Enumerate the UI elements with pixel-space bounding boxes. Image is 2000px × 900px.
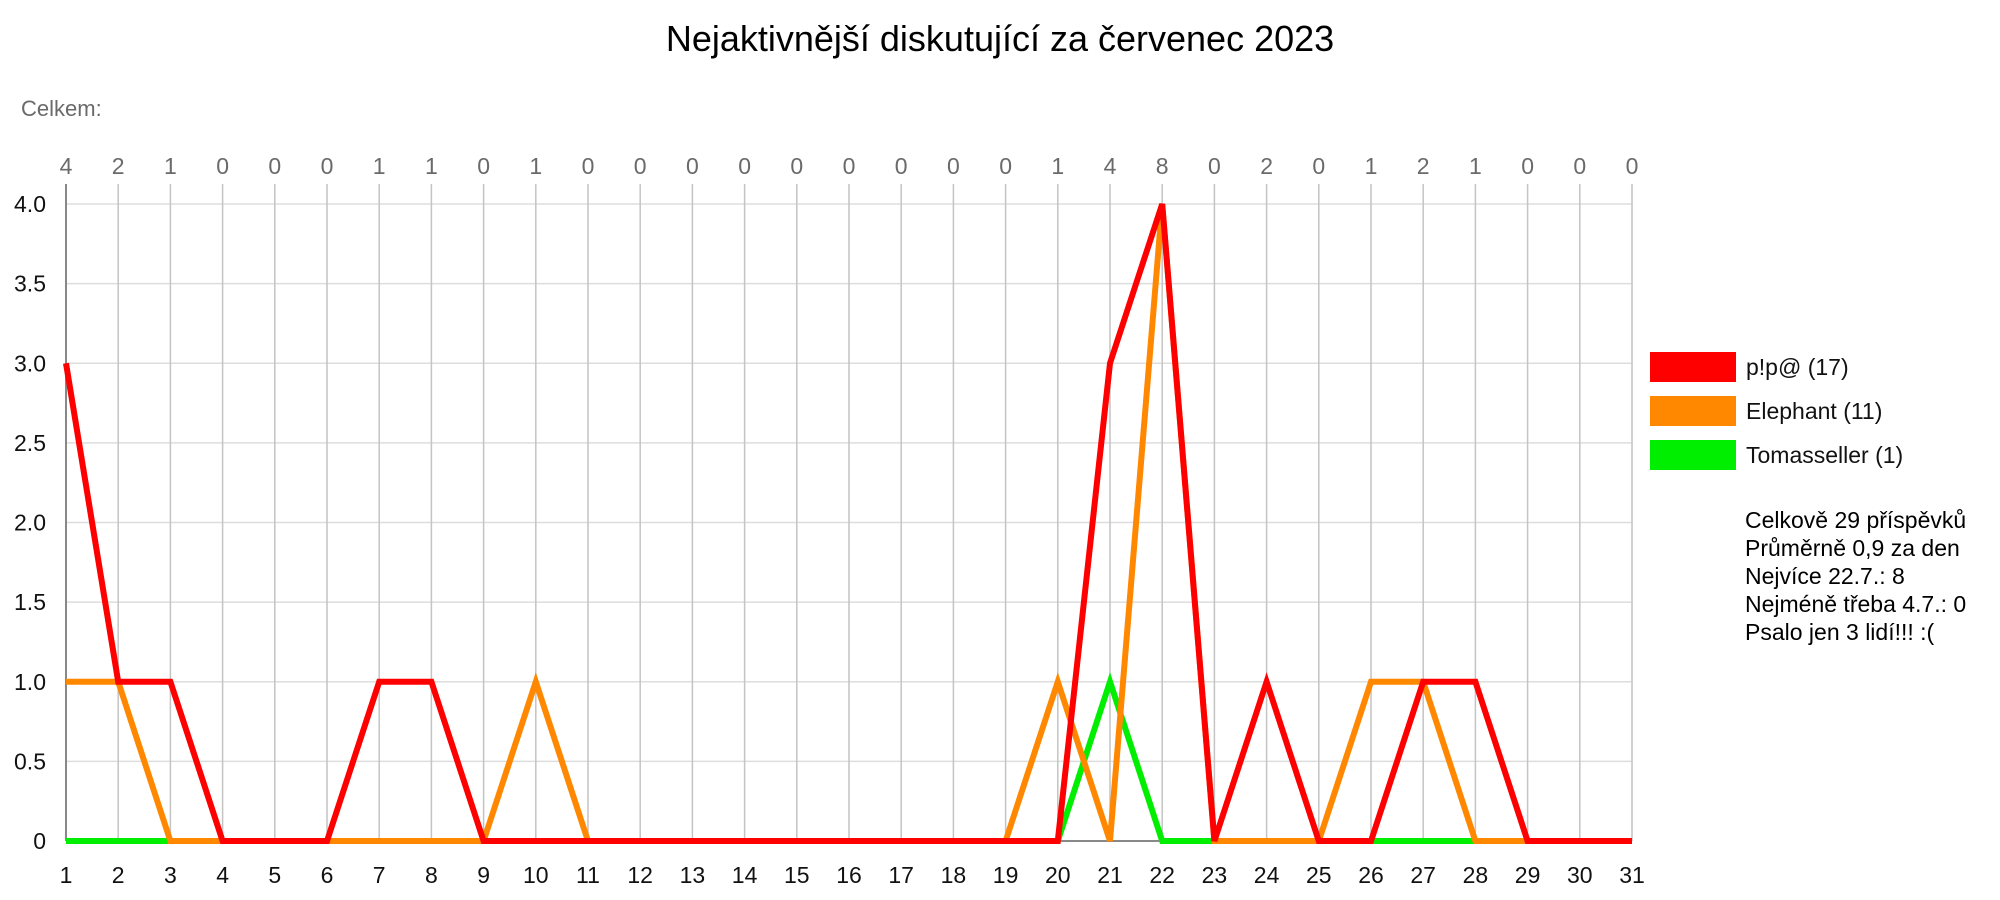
x-tick-label: 9 — [477, 862, 490, 888]
daily-total-label: 8 — [1156, 153, 1169, 179]
x-tick-label: 4 — [216, 862, 229, 888]
daily-total-label: 0 — [790, 153, 803, 179]
daily-total-label: 0 — [738, 153, 751, 179]
x-tick-label: 14 — [732, 862, 758, 888]
x-tick-label: 17 — [888, 862, 914, 888]
x-tick-label: 16 — [836, 862, 862, 888]
x-tick-label: 27 — [1410, 862, 1436, 888]
y-tick-label: 0 — [33, 828, 46, 854]
daily-total-label: 0 — [1312, 153, 1325, 179]
tick-labels: 00.51.01.52.02.53.03.54.0142231405060718… — [14, 153, 1645, 888]
daily-total-label: 0 — [582, 153, 595, 179]
daily-total-label: 1 — [1051, 153, 1064, 179]
y-tick-label: 3.0 — [14, 350, 46, 376]
legend-item: p!p@ (17) — [1650, 352, 1903, 382]
x-tick-label: 30 — [1567, 862, 1593, 888]
daily-total-label: 0 — [999, 153, 1012, 179]
daily-total-label: 0 — [477, 153, 490, 179]
daily-total-label: 4 — [1104, 153, 1117, 179]
daily-total-label: 0 — [321, 153, 334, 179]
x-tick-label: 10 — [523, 862, 549, 888]
x-tick-label: 29 — [1515, 862, 1541, 888]
x-tick-label: 18 — [941, 862, 967, 888]
daily-total-label: 0 — [216, 153, 229, 179]
daily-total-label: 2 — [1260, 153, 1273, 179]
daily-total-label: 4 — [60, 153, 73, 179]
x-tick-label: 8 — [425, 862, 438, 888]
stat-min: Nejméně třeba 4.7.: 0 — [1745, 591, 1967, 617]
totals-label: Celkem: — [21, 96, 102, 121]
daily-total-label: 1 — [373, 153, 386, 179]
daily-total-label: 1 — [529, 153, 542, 179]
legend-swatch — [1650, 352, 1736, 382]
y-tick-label: 4.0 — [14, 191, 46, 217]
x-tick-label: 5 — [268, 862, 281, 888]
x-tick-label: 19 — [993, 862, 1019, 888]
stat-max: Nejvíce 22.7.: 8 — [1745, 563, 1905, 589]
legend-item: Elephant (11) — [1650, 396, 1903, 426]
legend-item: Tomasseller (1) — [1650, 440, 1903, 470]
y-tick-label: 2.0 — [14, 510, 46, 536]
x-tick-label: 15 — [784, 862, 810, 888]
legend-label: p!p@ (17) — [1746, 353, 1849, 380]
x-tick-label: 25 — [1306, 862, 1332, 888]
x-tick-label: 1 — [60, 862, 73, 888]
daily-total-label: 2 — [1417, 153, 1430, 179]
daily-total-label: 0 — [634, 153, 647, 179]
y-tick-label: 3.5 — [14, 271, 46, 297]
daily-total-label: 0 — [895, 153, 908, 179]
grid — [65, 184, 1633, 842]
x-tick-label: 11 — [576, 862, 600, 888]
chart-title: Nejaktivnější diskutující za červenec 20… — [665, 18, 1335, 59]
legend: p!p@ (17) Elephant (11) Tomasseller (1) — [1650, 352, 1903, 484]
stats-summary: Celkově 29 příspěvků Průměrně 0,9 za den… — [1745, 506, 1966, 646]
x-tick-label: 22 — [1149, 862, 1175, 888]
stat-average: Průměrně 0,9 za den — [1745, 535, 1960, 561]
x-tick-label: 7 — [373, 862, 386, 888]
series-lines — [63, 203, 1632, 844]
daily-total-label: 0 — [686, 153, 699, 179]
legend-label: Elephant (11) — [1746, 397, 1883, 424]
daily-total-label: 2 — [112, 153, 125, 179]
x-tick-label: 13 — [680, 862, 706, 888]
daily-total-label: 1 — [1469, 153, 1482, 179]
x-tick-label: 12 — [627, 862, 653, 888]
stat-users: Psalo jen 3 lidí!!! :( — [1745, 619, 1935, 645]
daily-total-label: 0 — [1573, 153, 1586, 179]
daily-total-label: 1 — [1365, 153, 1378, 179]
x-tick-label: 3 — [164, 862, 177, 888]
y-tick-label: 0.5 — [14, 748, 46, 774]
x-tick-label: 2 — [112, 862, 125, 888]
daily-total-label: 1 — [164, 153, 177, 179]
daily-total-label: 1 — [425, 153, 438, 179]
x-tick-label: 24 — [1254, 862, 1280, 888]
y-tick-label: 2.5 — [14, 430, 46, 456]
daily-total-label: 0 — [268, 153, 281, 179]
daily-total-label: 0 — [1626, 153, 1639, 179]
legend-label: Tomasseller (1) — [1746, 441, 1904, 468]
legend-swatch — [1650, 396, 1736, 426]
x-tick-label: 6 — [321, 862, 334, 888]
legend-swatch — [1650, 440, 1736, 470]
y-tick-label: 1.0 — [14, 669, 46, 695]
x-tick-label: 26 — [1358, 862, 1384, 888]
x-tick-label: 23 — [1202, 862, 1228, 888]
stat-total: Celkově 29 příspěvků — [1745, 507, 1967, 533]
y-tick-label: 1.5 — [14, 589, 46, 615]
daily-total-label: 0 — [1208, 153, 1221, 179]
daily-total-label: 0 — [843, 153, 856, 179]
x-tick-label: 21 — [1097, 862, 1123, 888]
daily-total-label: 0 — [1521, 153, 1534, 179]
daily-total-label: 0 — [947, 153, 960, 179]
x-tick-label: 20 — [1045, 862, 1071, 888]
x-tick-label: 28 — [1463, 862, 1489, 888]
series-line — [63, 203, 1632, 844]
x-tick-label: 31 — [1619, 862, 1645, 888]
